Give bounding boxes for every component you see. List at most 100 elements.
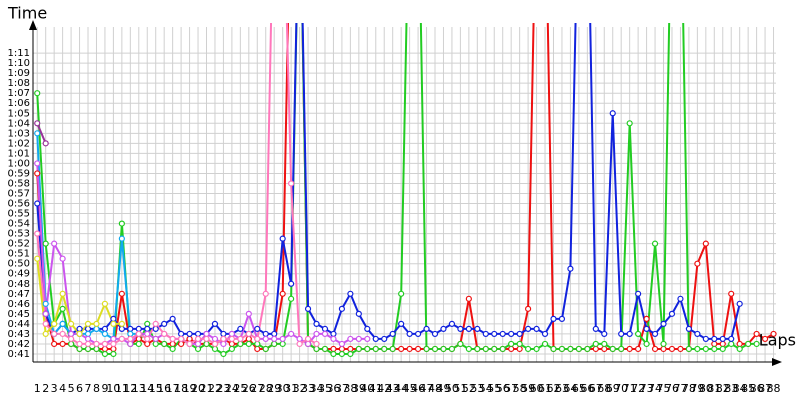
point: [304, 340, 312, 348]
point: [465, 295, 472, 302]
point: [338, 340, 346, 348]
point: [558, 315, 566, 322]
point: [660, 320, 667, 327]
point: [728, 335, 735, 343]
point: [34, 230, 41, 237]
x-tick-label: 69: [606, 382, 620, 395]
point: [110, 345, 117, 353]
point: [702, 345, 709, 353]
y-tick-label: 1:03: [8, 128, 30, 139]
x-tick-label: 10: [106, 382, 120, 395]
point: [135, 335, 142, 343]
x-tick-label: 53: [470, 382, 484, 395]
point: [567, 265, 574, 272]
x-tick-label: 61: [538, 382, 552, 395]
point: [685, 325, 693, 333]
x-tick-label: 4: [59, 382, 66, 395]
point: [414, 345, 422, 353]
y-tick-label: 0:50: [8, 259, 30, 270]
y-tick-label: 1:11: [8, 48, 30, 59]
series-line: [36, 122, 47, 144]
x-tick-label: 38: [343, 382, 357, 395]
y-tick-label: 1:08: [8, 78, 30, 89]
point: [736, 300, 743, 307]
point: [194, 345, 202, 353]
point: [84, 340, 92, 348]
x-tick-label: 62: [546, 382, 560, 395]
point: [592, 340, 599, 348]
point: [643, 325, 650, 333]
x-tick-label: 24: [225, 382, 239, 395]
point: [601, 340, 608, 348]
point: [211, 340, 219, 348]
point: [59, 290, 66, 297]
point: [355, 335, 362, 343]
point: [482, 330, 489, 338]
x-tick-label: 7: [85, 382, 92, 395]
point: [381, 345, 388, 353]
point: [144, 335, 151, 343]
point: [304, 305, 312, 312]
point: [59, 255, 66, 262]
point: [288, 180, 295, 187]
point: [499, 345, 506, 353]
point: [76, 325, 83, 333]
point: [228, 335, 235, 343]
y-tick-label: 0:51: [8, 249, 30, 260]
x-tick-label: 16: [157, 382, 171, 395]
point: [262, 290, 269, 297]
point: [685, 345, 693, 353]
point: [59, 320, 66, 327]
x-tick-label: 39: [352, 382, 366, 395]
x-tick-label: 2: [42, 382, 49, 395]
point: [753, 340, 760, 348]
x-tick-label: 27: [250, 382, 264, 395]
point: [736, 340, 743, 348]
x-tick-label: 45: [403, 382, 417, 395]
point: [533, 325, 540, 333]
point: [660, 345, 667, 353]
point: [389, 330, 396, 338]
x-tick-label: 8: [93, 382, 100, 395]
point: [144, 330, 151, 338]
x-tick-label: 55: [487, 382, 501, 395]
x-tick-label: 3: [51, 382, 58, 395]
point: [304, 335, 312, 343]
point: [228, 340, 235, 348]
point: [508, 330, 515, 338]
point: [161, 330, 168, 338]
x-tick-label: 30: [276, 382, 290, 395]
point: [118, 325, 125, 333]
point: [118, 235, 125, 242]
point: [34, 130, 41, 137]
point: [516, 330, 523, 338]
x-tick-label: 52: [462, 382, 476, 395]
x-tick-label: 50: [445, 382, 459, 395]
point: [127, 340, 134, 348]
point: [372, 335, 379, 343]
x-tick-label: 51: [453, 382, 467, 395]
point: [541, 330, 549, 338]
point: [152, 325, 159, 333]
x-tick-label: 82: [716, 382, 730, 395]
point: [228, 345, 235, 353]
point: [101, 350, 109, 358]
point: [330, 350, 337, 358]
point: [271, 335, 278, 343]
point: [254, 335, 261, 343]
point: [694, 330, 701, 338]
point: [110, 350, 117, 358]
x-tick-label: 34: [310, 382, 324, 395]
point: [51, 320, 58, 327]
point: [465, 325, 472, 333]
y-tick-label: 0:58: [8, 178, 30, 189]
x-tick-label: 15: [149, 382, 163, 395]
point: [541, 340, 549, 348]
point: [169, 315, 176, 322]
point: [668, 345, 676, 353]
point: [592, 345, 599, 353]
x-tick-label: 12: [123, 382, 137, 395]
point: [271, 330, 278, 338]
point: [711, 340, 718, 348]
